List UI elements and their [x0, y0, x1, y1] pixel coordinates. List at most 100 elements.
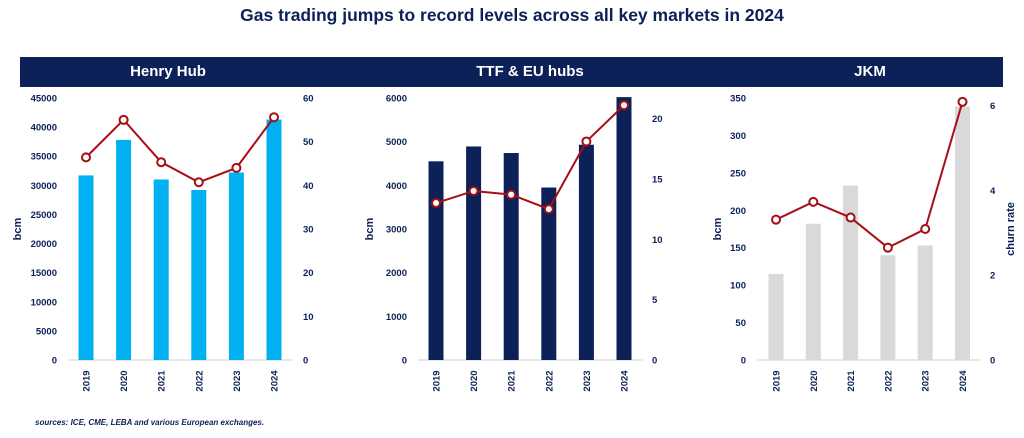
y2-tick-label: 0 [303, 356, 308, 367]
bar-2019 [78, 175, 94, 360]
y-tick-label: 0 [52, 356, 57, 367]
y-tick-label: 5000 [36, 326, 57, 337]
bar-2021 [843, 185, 859, 360]
churn-line [775, 101, 964, 249]
x-tick-label: 2020 [809, 370, 820, 391]
y-axis-label: bcm [364, 217, 376, 240]
x-tick-label: 2019 [772, 370, 783, 391]
line-point-2024 [957, 96, 968, 107]
y2-tick-label: 0 [990, 356, 995, 367]
bar-2019 [428, 161, 444, 360]
line-point-2024 [269, 112, 279, 123]
line-point-2023 [581, 136, 592, 147]
x-tick-label: 2019 [432, 370, 443, 391]
y2-tick-label: 4 [990, 186, 996, 197]
y-tick-label: 6000 [386, 94, 407, 105]
bar-2020 [116, 139, 132, 360]
bar-2022 [541, 187, 557, 360]
y-tick-label: 350 [730, 94, 746, 105]
line-point-2021 [845, 212, 856, 223]
churn-line [85, 116, 275, 184]
y-tick-label: 30000 [31, 181, 57, 192]
bar-2024 [955, 106, 970, 360]
bar-2023 [917, 245, 933, 360]
y-tick-label: 100 [730, 281, 746, 292]
y2-tick-label: 60 [303, 94, 314, 105]
y-tick-label: 40000 [31, 123, 57, 134]
bar-2024 [616, 97, 632, 361]
y-tick-label: 15000 [31, 268, 57, 279]
y-tick-label: 50 [735, 318, 746, 329]
x-tick-label: 2024 [958, 370, 969, 392]
y-tick-label: 1000 [386, 312, 407, 323]
chart-panel-3: 0 50 100 150 200 250 300 350 0 2 4 6 2019 2020 2021 202… [712, 94, 1017, 392]
bar-2024 [266, 119, 282, 360]
line-point-2020 [468, 185, 479, 196]
y-tick-label: 0 [402, 356, 407, 367]
y-tick-label: 3000 [386, 225, 407, 236]
y-tick-label: 0 [741, 356, 746, 367]
y2-tick-label: 0 [652, 356, 657, 367]
y-tick-label: 2000 [386, 268, 407, 279]
bar-2020 [466, 146, 482, 360]
y-axis-label: bcm [12, 217, 24, 240]
panel-header-banner [20, 57, 1003, 87]
chart-title: Gas trading jumps to record levels acros… [240, 5, 784, 25]
line-point-2023 [231, 162, 242, 173]
y-tick-label: 150 [730, 243, 746, 254]
panel-title-ttf: TTF & EU hubs [476, 63, 584, 80]
y2-tick-label: 5 [652, 295, 658, 306]
y2-tick-label: 20 [303, 268, 314, 279]
y2-tick-label: 30 [303, 225, 314, 236]
x-tick-label: 2020 [469, 370, 480, 391]
line-point-2021 [506, 189, 517, 200]
bar-2020 [805, 223, 821, 360]
chart-panel-1: 0 5000 10000 15000 20000 25000 30000 35000 40000… [12, 94, 314, 392]
y-tick-label: 35000 [31, 152, 57, 163]
y2-tick-label: 6 [990, 101, 995, 112]
line-point-2021 [156, 157, 167, 168]
x-tick-label: 2023 [921, 370, 932, 391]
y2-tick-label: 2 [990, 271, 995, 282]
x-tick-label: 2022 [544, 370, 555, 391]
x-tick-label: 2023 [232, 370, 243, 391]
line-point-2022 [543, 204, 554, 215]
x-tick-label: 2021 [507, 370, 518, 392]
y-tick-label: 200 [730, 206, 746, 217]
y2-tick-label: 10 [303, 312, 314, 323]
y-tick-label: 10000 [31, 297, 57, 308]
line-point-2022 [193, 177, 204, 188]
y-tick-label: 5000 [386, 137, 407, 148]
source-note: sources: ICE, CME, LEBA and various Euro… [35, 418, 265, 427]
panel-title-henry-hub: Henry Hub [130, 63, 206, 80]
line-point-2019 [771, 214, 781, 225]
line-point-2022 [882, 242, 893, 253]
y-axis-label: bcm [712, 217, 724, 240]
bar-2019 [768, 273, 784, 360]
x-tick-label: 2022 [194, 370, 205, 391]
bar-2022 [880, 255, 896, 360]
y2-tick-label: 10 [652, 235, 663, 246]
y-tick-label: 45000 [31, 94, 57, 105]
bar-2023 [578, 144, 594, 360]
y2-tick-label: 15 [652, 174, 663, 185]
x-tick-label: 2019 [82, 370, 93, 391]
y2-axis-label: churn rate [1005, 202, 1017, 256]
bar-2021 [503, 153, 519, 360]
line-point-2020 [118, 114, 129, 125]
bar-2021 [153, 179, 169, 360]
bar-2023 [228, 172, 244, 360]
line-point-2020 [808, 196, 819, 207]
x-tick-label: 2020 [119, 370, 130, 391]
line-point-2024 [619, 100, 629, 111]
x-tick-label: 2021 [157, 370, 168, 392]
x-tick-label: 2022 [883, 370, 894, 391]
y-tick-label: 25000 [31, 210, 57, 221]
line-point-2019 [81, 152, 91, 163]
churn-line [435, 104, 625, 211]
x-tick-label: 2023 [582, 370, 593, 391]
x-tick-label: 2021 [846, 370, 857, 392]
y-tick-label: 250 [730, 168, 746, 179]
y-tick-label: 300 [730, 131, 746, 142]
